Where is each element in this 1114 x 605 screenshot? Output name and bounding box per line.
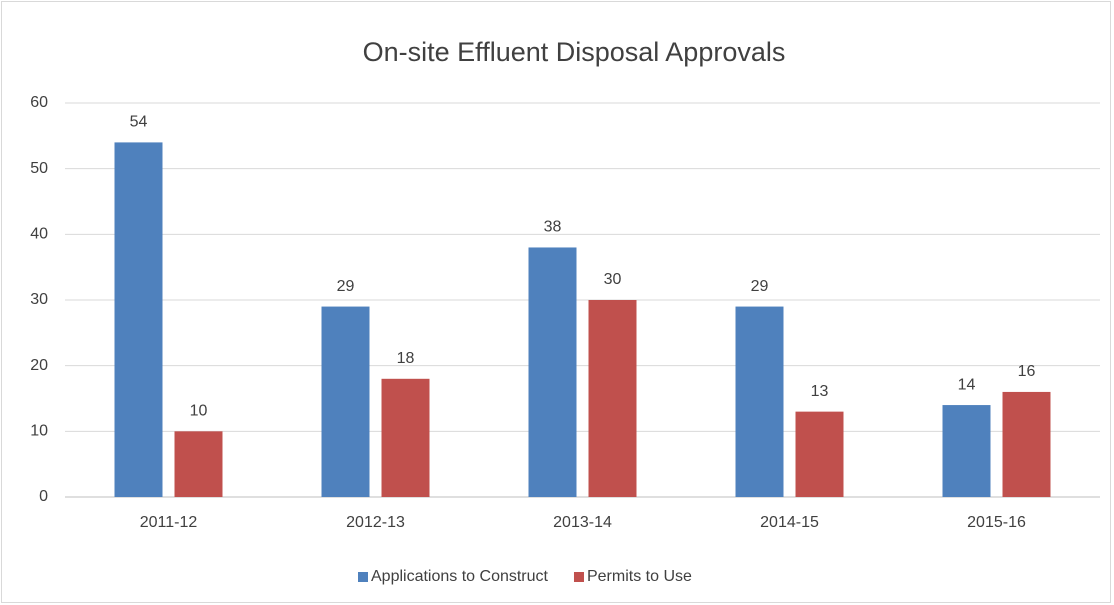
x-tick-label: 2011-12 [140,514,198,531]
chart-title: On-site Effluent Disposal Approvals [363,37,786,67]
y-tick-label: 30 [30,291,48,308]
y-tick-label: 20 [30,357,48,374]
bar [381,378,430,497]
y-tick-label: 10 [30,423,48,440]
data-label: 54 [130,114,148,131]
bar [1002,391,1051,497]
bar [321,306,370,497]
legend-label: Applications to Construct [371,568,549,585]
bar [528,247,577,497]
bar [942,405,991,497]
data-label: 29 [337,278,355,295]
x-tick-label: 2012-13 [346,514,405,531]
y-tick-label: 60 [30,94,48,111]
y-tick-label: 50 [30,160,48,177]
bar [795,411,844,497]
data-label: 18 [397,350,415,367]
data-label: 10 [190,403,208,420]
data-label: 30 [604,271,622,288]
data-label: 16 [1018,363,1036,380]
bar [588,300,637,497]
bar [735,306,784,497]
x-tick-label: 2013-14 [553,514,612,531]
legend-swatch [358,572,368,582]
x-tick-label: 2014-15 [760,514,819,531]
data-label: 13 [811,383,829,400]
bar [114,142,163,497]
x-tick-label: 2015-16 [967,514,1026,531]
legend-label: Permits to Use [587,568,692,585]
bar [174,431,223,497]
y-tick-label: 40 [30,226,48,243]
data-label: 29 [751,278,769,295]
data-label: 14 [958,376,976,393]
legend-swatch [573,572,584,582]
data-label: 38 [544,219,562,236]
y-tick-label: 0 [39,488,48,505]
